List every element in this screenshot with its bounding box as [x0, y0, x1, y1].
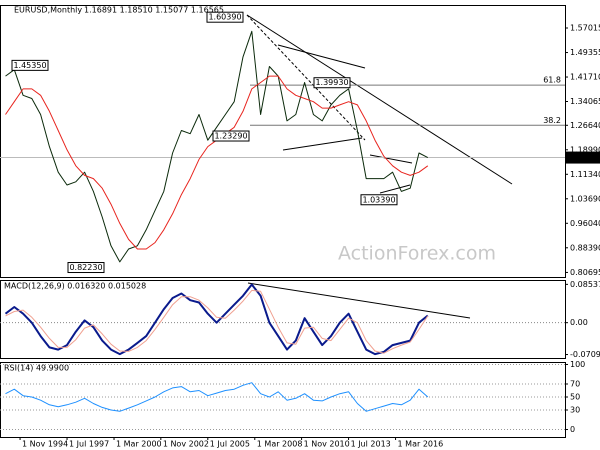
watermark: ActionForex.com	[338, 243, 496, 265]
y-tick-label: 1.34065	[570, 97, 600, 106]
y-tick-label: 100	[570, 360, 585, 369]
price-annotation-box	[212, 130, 250, 142]
x-tick-label: 1 Mar 2016	[398, 440, 444, 449]
fib-label: 61.8	[543, 76, 561, 85]
y-tick-label: 1.49355	[570, 48, 600, 57]
x-tick-label: 1 Nov 2010	[304, 440, 350, 449]
x-tick-label: 1 Jul 2005	[210, 440, 250, 449]
price-annotation: 1.60390	[208, 13, 241, 22]
series-line	[5, 289, 429, 354]
x-tick-label: 1 Jul 2013	[351, 440, 391, 449]
panel	[0, 280, 566, 359]
x-tick-label: 1 Nov 2002	[163, 440, 209, 449]
price-annotation: 1.03390	[362, 195, 395, 204]
trendline	[247, 282, 471, 319]
price-annotation: 1.23290	[214, 132, 247, 141]
price-annotation-box	[11, 59, 49, 71]
price-annotation: 1.45350	[13, 61, 46, 70]
y-tick-label: 1.57015	[570, 24, 600, 33]
trendline	[369, 154, 413, 164]
price-annotation-box	[67, 262, 105, 274]
series-line	[5, 30, 429, 263]
y-tick-label: 0.88390	[570, 243, 600, 252]
y-tick-label: -0.07098	[570, 350, 600, 359]
panel	[0, 362, 566, 438]
y-tick-label: 70	[570, 379, 580, 388]
panel	[0, 5, 566, 278]
y-tick-label: 0.085379	[570, 280, 600, 289]
price-annotation-box	[360, 194, 398, 206]
y-tick-label: 0.00	[570, 318, 588, 327]
y-tick-label: 1.26640	[570, 121, 600, 130]
series-line	[4, 283, 429, 356]
price-annotation-box	[313, 77, 351, 89]
chart-title: EURUSD,Monthly	[14, 6, 82, 15]
x-tick-label: 1 Jul 1997	[69, 440, 109, 449]
last-price-label: 1.16565	[568, 153, 600, 162]
y-tick-label: 50	[570, 392, 580, 401]
y-tick-label: 1.18990	[570, 145, 600, 154]
price-annotation: 1.39930	[315, 78, 348, 87]
fib-label: 38.2	[543, 116, 561, 125]
x-tick-label: 1 Mar 2008	[257, 440, 303, 449]
trendline	[246, 14, 366, 141]
price-annotation: 0.82230	[69, 263, 102, 272]
macd-title: MACD(12,26,9) 0.016320 0.015028	[4, 282, 146, 291]
rsi-title: RSI(14) 49.9900	[4, 364, 69, 373]
series-line	[5, 382, 429, 412]
trendline	[277, 44, 366, 69]
y-tick-label: 0	[570, 425, 575, 434]
trendline	[282, 137, 363, 151]
x-tick-label: 1 Mar 2000	[116, 440, 162, 449]
x-tick-label: 1 Nov 1994	[22, 440, 68, 449]
last-price-box	[565, 151, 600, 164]
y-tick-label: 30	[570, 406, 580, 415]
ohlc-text: 1.16891 1.18510 1.15077 1.16565	[84, 6, 224, 15]
y-tick-label: 1.11340	[570, 170, 600, 179]
price-annotation-box	[206, 11, 244, 23]
y-tick-label: 1.41710	[570, 73, 600, 82]
trendline	[246, 14, 513, 185]
y-tick-label: 0.80695	[570, 268, 600, 277]
y-tick-label: 1.03690	[570, 194, 600, 203]
y-tick-label: 0.96040	[570, 219, 600, 228]
trendlines	[246, 14, 513, 319]
trendline	[379, 184, 411, 194]
